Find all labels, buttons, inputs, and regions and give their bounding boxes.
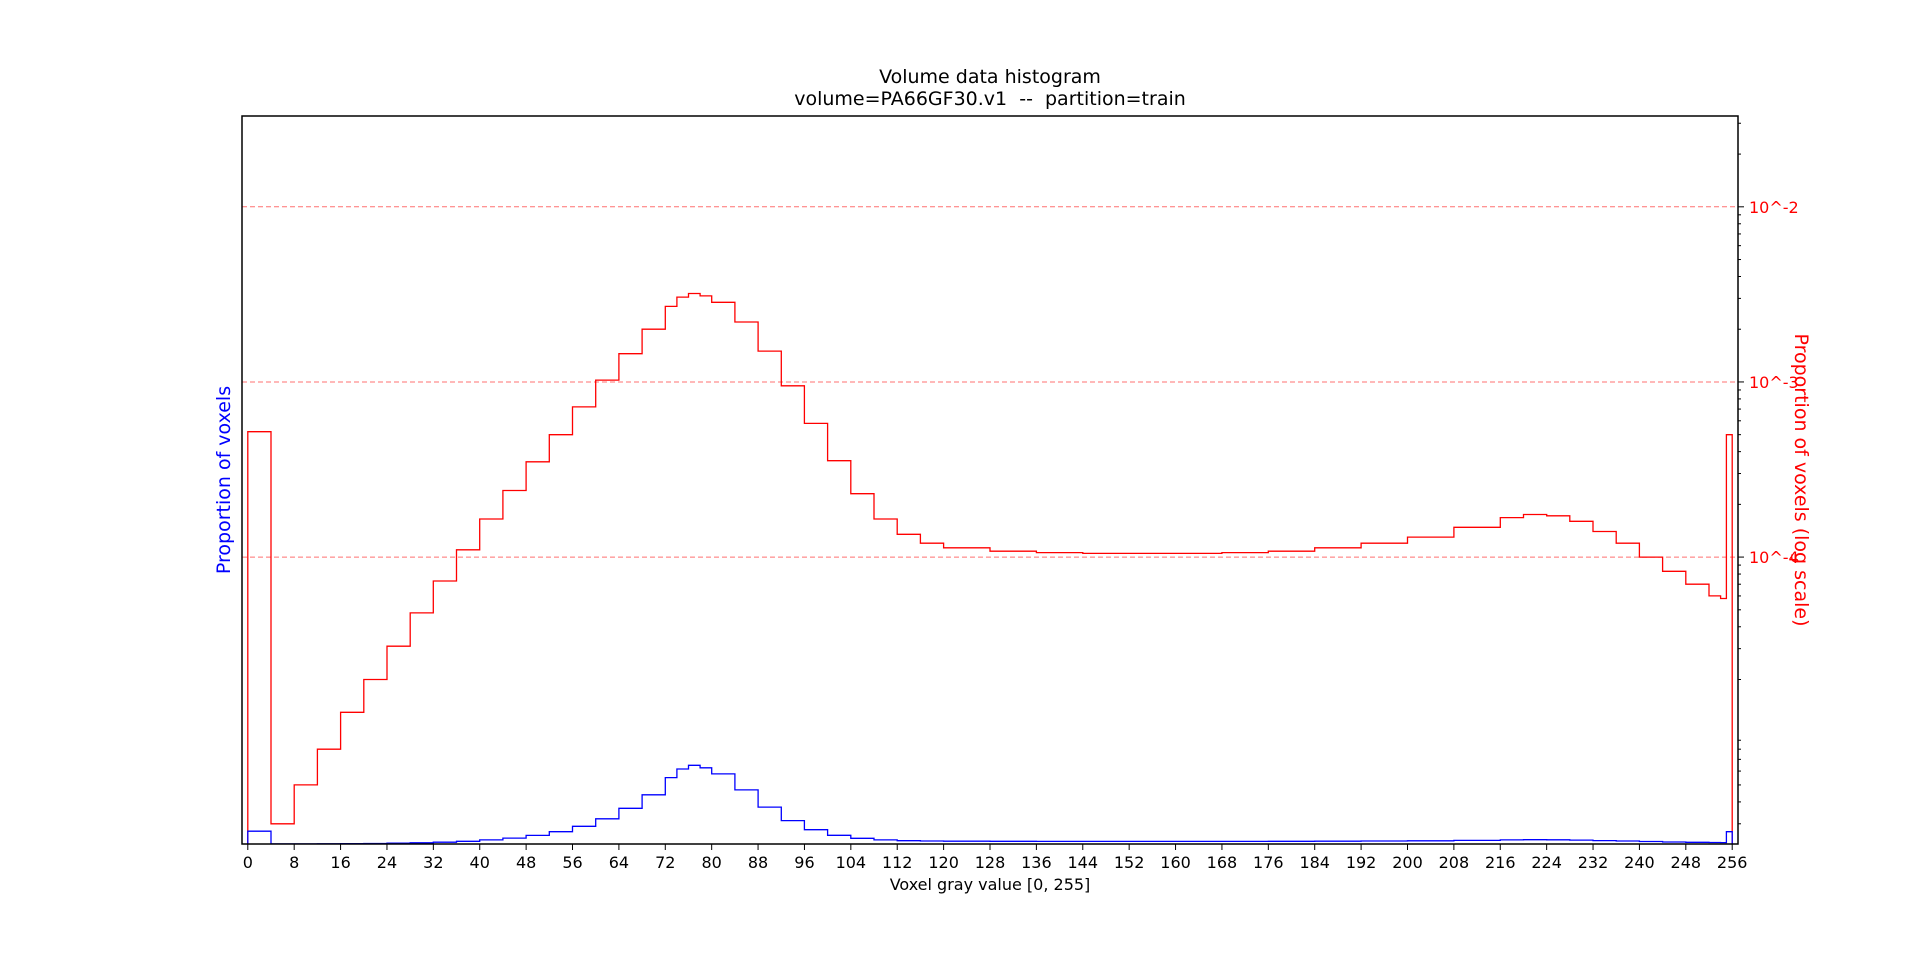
- x-tick-label: 152: [1114, 853, 1145, 872]
- x-tick-label: 232: [1578, 853, 1609, 872]
- x-tick-label: 24: [377, 853, 397, 872]
- x-tick-label: 240: [1624, 853, 1655, 872]
- x-tick-label: 16: [330, 853, 350, 872]
- x-tick-label: 8: [289, 853, 299, 872]
- x-tick-label: 56: [562, 853, 582, 872]
- series-line-log: [247, 292, 1733, 844]
- x-tick-label: 40: [470, 853, 490, 872]
- x-tick-label: 248: [1671, 853, 1702, 872]
- x-tick-label: 168: [1207, 853, 1238, 872]
- chart-subtitle: volume=PA66GF30.v1 -- partition=train: [794, 88, 1186, 110]
- x-tick-label: 64: [609, 853, 629, 872]
- x-tick-label: 128: [975, 853, 1006, 872]
- x-tick-label: 208: [1439, 853, 1470, 872]
- grid-lines: [242, 206, 1738, 558]
- chart-title: Volume data histogram: [879, 66, 1101, 88]
- axis-ticks: 10^-2 10^-3 10^-4 0 8 16 24 32 40 48 56 64 72 80 88 96 1…: [243, 122, 1799, 872]
- x-tick-label: 256: [1717, 853, 1748, 872]
- x-tick-label: 160: [1160, 853, 1191, 872]
- x-tick-label: 96: [794, 853, 814, 872]
- x-axis-label: Voxel gray value [0, 255]: [890, 875, 1091, 894]
- x-tick-label: 192: [1346, 853, 1377, 872]
- right-y-tick-label: 10^-4: [1749, 548, 1799, 567]
- x-tick-label: 72: [655, 853, 675, 872]
- x-tick-label: 32: [423, 853, 443, 872]
- right-y-axis-label: Proportion of voxels (log scale): [1790, 333, 1812, 626]
- x-tick-label: 184: [1299, 853, 1330, 872]
- x-tick-label: 136: [1021, 853, 1052, 872]
- x-tick-label: 200: [1392, 853, 1423, 872]
- x-tick-label: 216: [1485, 853, 1516, 872]
- x-tick-label: 120: [928, 853, 959, 872]
- x-tick-label: 224: [1531, 853, 1562, 872]
- right-y-tick-label: 10^-2: [1749, 198, 1799, 217]
- x-tick-label: 0: [243, 853, 253, 872]
- x-tick-label: 112: [882, 853, 913, 872]
- right-y-tick-label: 10^-3: [1749, 373, 1799, 392]
- x-tick-label: 104: [836, 853, 867, 872]
- plot-frame: [241, 115, 1739, 845]
- series-line-linear: [247, 764, 1733, 845]
- x-tick-label: 88: [748, 853, 768, 872]
- x-tick-label: 144: [1068, 853, 1099, 872]
- x-tick-label: 48: [516, 853, 536, 872]
- left-y-axis-label: Proportion of voxels: [213, 386, 235, 574]
- series-layer: [247, 292, 1733, 845]
- x-tick-label: 80: [701, 853, 721, 872]
- x-tick-label: 176: [1253, 853, 1284, 872]
